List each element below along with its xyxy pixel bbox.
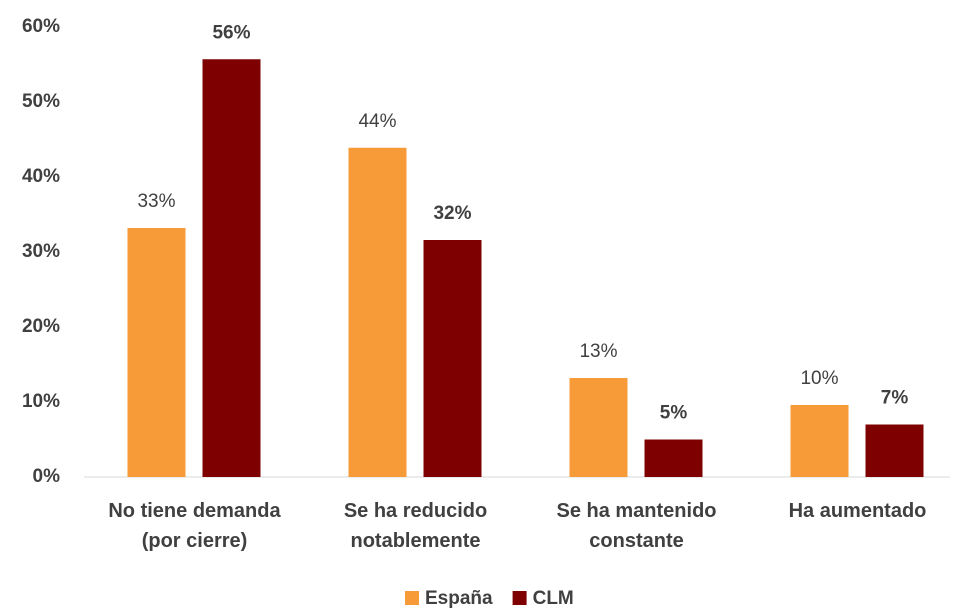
- bar: [790, 405, 849, 477]
- y-tick-label: 20%: [22, 316, 60, 337]
- x-tick-label: No tiene demanda (por cierre): [108, 500, 281, 552]
- legend-swatch: [405, 591, 419, 605]
- bar: [348, 147, 407, 477]
- y-tick-label: 0%: [33, 466, 61, 487]
- data-label: 44%: [358, 111, 396, 132]
- x-tick-label: Se ha mantenido constante: [556, 500, 717, 552]
- y-tick-label: 30%: [22, 241, 60, 262]
- data-label: 5%: [660, 403, 688, 424]
- data-label: 33%: [137, 191, 175, 212]
- x-tick-label: Se ha reducido notablemente: [343, 500, 488, 552]
- y-tick-label: 40%: [22, 166, 60, 187]
- bar: [127, 228, 186, 477]
- bar: [202, 59, 261, 477]
- bar: [644, 439, 703, 477]
- legend-label: España: [425, 588, 493, 609]
- y-tick-label: 50%: [22, 91, 60, 112]
- data-label: 7%: [881, 388, 909, 409]
- y-tick-label: 10%: [22, 391, 60, 412]
- data-label: 32%: [433, 203, 471, 224]
- legend-swatch: [512, 591, 527, 605]
- legend-label: CLM: [533, 588, 574, 609]
- data-label: 10%: [800, 368, 838, 389]
- data-label: 13%: [579, 341, 617, 362]
- bar: [865, 424, 924, 477]
- y-tick-label: 60%: [22, 16, 60, 37]
- bar: [569, 378, 628, 477]
- data-label: 56%: [212, 22, 250, 43]
- x-tick-label: Ha aumentado: [788, 500, 927, 522]
- bar: [423, 240, 482, 477]
